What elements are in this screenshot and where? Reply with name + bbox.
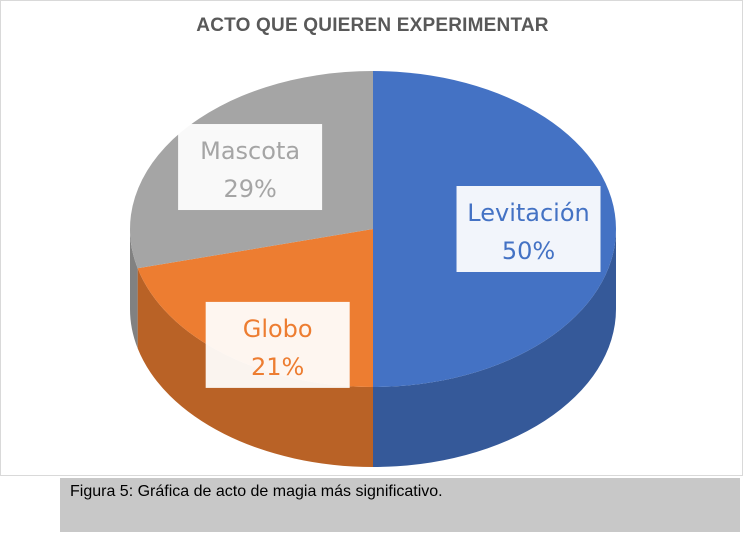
slice-label: Globo (243, 315, 313, 343)
slice-side-levitacion (373, 229, 616, 467)
chart-area: ACTO QUE QUIEREN EXPERIMENTAR Levitación… (0, 0, 743, 476)
pie-chart: Levitación 50% Globo 21% Mascota 29% (130, 71, 616, 467)
data-label-levitacion: Levitación 50% (456, 186, 601, 272)
slice-percent: 29% (223, 175, 276, 203)
figure-caption-bar: Figura 5: Gráfica de acto de magia más s… (60, 478, 740, 532)
slice-percent: 50% (502, 237, 555, 265)
slice-label: Mascota (200, 137, 300, 165)
figure-caption: Figura 5: Gráfica de acto de magia más s… (70, 483, 443, 500)
data-label-globo: Globo 21% (205, 301, 350, 388)
data-label-mascota: Mascota 29% (178, 124, 323, 211)
slice-label: Levitación (467, 199, 589, 227)
chart-title: ACTO QUE QUIEREN EXPERIMENTAR (196, 15, 549, 36)
slice-percent: 21% (251, 353, 304, 381)
slice-side-mascota (130, 229, 138, 349)
